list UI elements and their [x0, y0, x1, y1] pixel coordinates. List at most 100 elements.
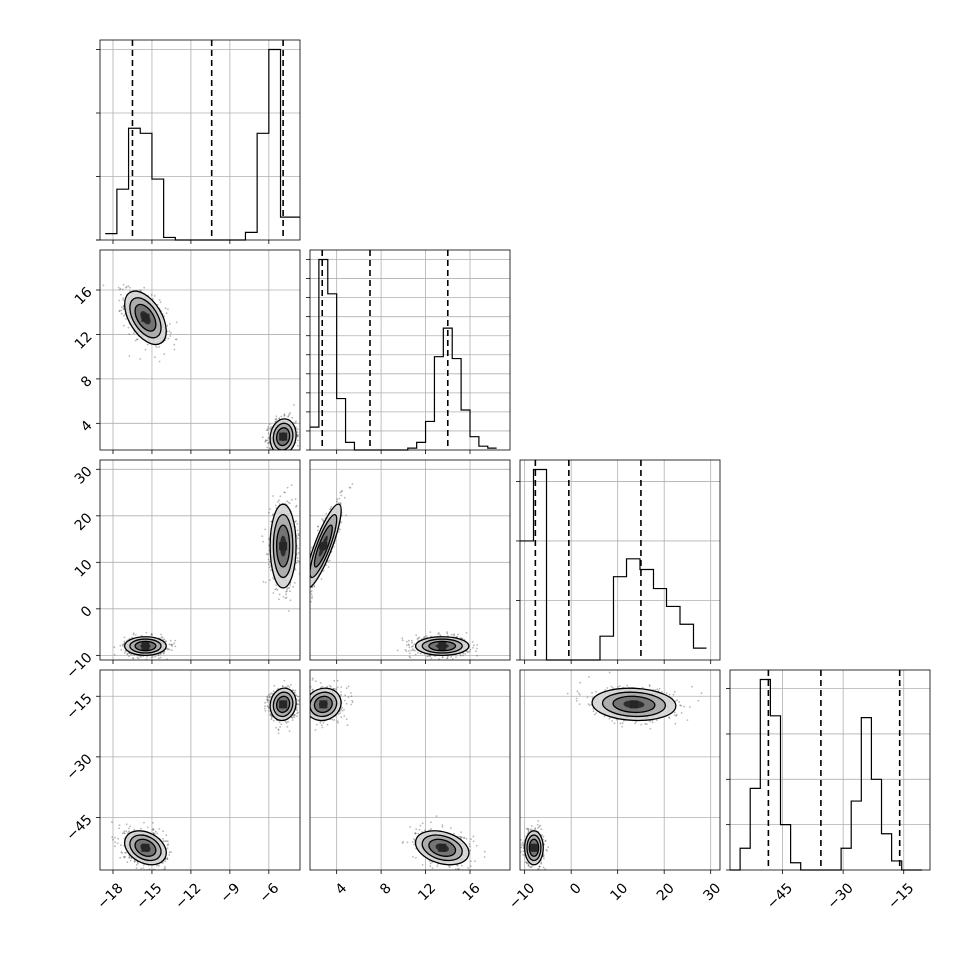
sample-point	[446, 657, 448, 660]
sample-point	[124, 650, 127, 652]
sample-point	[450, 660, 452, 662]
sample-point	[408, 644, 410, 647]
sample-point	[162, 862, 164, 864]
sample-point	[408, 646, 411, 649]
sample-point	[161, 875, 163, 877]
sample-point	[408, 652, 411, 655]
sample-point	[121, 832, 124, 835]
panel-frame	[99, 249, 301, 451]
sample-point	[416, 638, 419, 640]
sample-point	[173, 348, 176, 351]
sample-point	[268, 441, 271, 444]
density-peak	[279, 432, 288, 441]
sample-point	[124, 855, 126, 858]
sample-point	[169, 639, 172, 642]
sample-point	[122, 297, 125, 299]
sample-point	[429, 635, 432, 638]
sample-point	[271, 456, 273, 458]
sample-point	[411, 645, 413, 648]
sample-point	[450, 633, 453, 636]
sample-point	[405, 650, 408, 653]
sample-point	[118, 288, 121, 291]
sample-point	[130, 653, 133, 656]
sample-point	[274, 588, 277, 591]
sample-point	[152, 832, 155, 834]
sample-point	[284, 491, 286, 494]
sample-point	[288, 451, 290, 453]
sample-point	[277, 501, 279, 503]
sample-point	[280, 415, 283, 418]
sample-point	[166, 857, 169, 859]
sample-point	[162, 652, 165, 654]
sample-point	[166, 844, 169, 847]
sample-point	[423, 636, 426, 639]
sample-point	[267, 432, 270, 435]
sample-point	[464, 653, 467, 655]
sample-point	[150, 294, 153, 296]
sample-point	[157, 654, 160, 656]
sample-point	[293, 421, 295, 424]
sample-point	[311, 546, 313, 549]
sample-point	[308, 573, 310, 575]
sample-point	[157, 654, 160, 657]
sample-point	[133, 860, 136, 863]
sample-point	[278, 499, 280, 502]
sample-point	[297, 534, 300, 537]
sample-point	[175, 338, 178, 341]
sample-point	[407, 650, 410, 652]
sample-point	[304, 591, 306, 593]
sample-point	[266, 427, 269, 430]
sample-point	[168, 330, 171, 333]
sample-point	[266, 439, 269, 442]
sample-point	[167, 308, 169, 311]
sample-point	[306, 555, 308, 557]
sample-point	[126, 653, 129, 655]
sample-point	[153, 832, 156, 835]
sample-point	[293, 582, 296, 584]
sample-point	[296, 529, 299, 532]
sample-point	[289, 451, 291, 453]
sample-point	[159, 656, 162, 659]
sample-point	[267, 558, 270, 561]
sample-point	[455, 656, 457, 658]
sample-point	[291, 499, 293, 501]
sample-point	[473, 644, 475, 647]
sample-point	[114, 836, 116, 839]
sample-point	[287, 415, 289, 418]
y-tick-label: 30	[72, 464, 96, 488]
sample-point	[268, 579, 271, 581]
sample-point	[292, 585, 294, 588]
sample-point	[287, 610, 290, 612]
sample-point	[287, 501, 290, 504]
density-peak	[319, 542, 328, 551]
sample-point	[296, 435, 299, 438]
sample-point	[476, 654, 478, 657]
sample-point	[329, 507, 332, 510]
sample-point	[302, 592, 304, 594]
sample-point	[150, 632, 153, 635]
sample-point	[170, 643, 173, 646]
sample-point	[311, 595, 313, 598]
sample-point	[270, 426, 273, 428]
sample-point	[277, 457, 279, 459]
panel-frame	[519, 459, 721, 661]
sample-point	[134, 860, 137, 863]
sample-point	[282, 596, 285, 598]
sample-point	[411, 641, 413, 644]
sample-point	[451, 658, 454, 660]
sample-point	[132, 632, 135, 635]
sample-point	[348, 486, 351, 489]
sample-point	[294, 520, 297, 523]
sample-point	[310, 600, 312, 603]
sample-point	[275, 415, 278, 418]
sample-point	[283, 491, 286, 494]
sample-point	[285, 454, 287, 456]
sample-point	[301, 586, 303, 588]
sample-point	[336, 498, 339, 501]
sample-point	[306, 500, 308, 502]
sample-point	[297, 547, 299, 550]
sample-point	[261, 436, 264, 439]
sample-point	[143, 821, 145, 824]
sample-point	[136, 338, 138, 341]
sample-point	[150, 634, 153, 636]
